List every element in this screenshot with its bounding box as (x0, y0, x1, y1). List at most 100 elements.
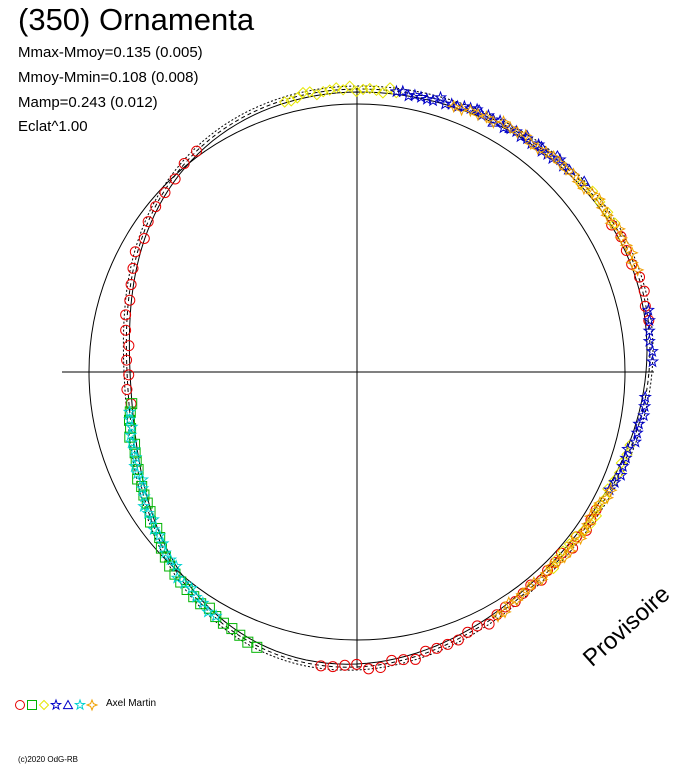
circle-marker (483, 618, 495, 630)
legend-observer: Axel Martin (106, 698, 157, 709)
star-marker (438, 97, 452, 110)
star-diamond-marker (600, 490, 615, 505)
circle-marker (567, 542, 579, 554)
square-marker (203, 602, 215, 614)
star-marker (156, 536, 170, 550)
star-marker (628, 434, 643, 448)
star-marker (137, 499, 151, 513)
star-diamond-marker (486, 115, 501, 129)
star-diamond-marker (454, 102, 469, 117)
star-diamond-marker (585, 186, 599, 201)
star-diamond-marker (479, 110, 494, 124)
star-diamond-marker (573, 531, 588, 546)
star-marker (130, 466, 144, 480)
star-diamond-marker (603, 483, 618, 498)
circle-marker (409, 653, 421, 665)
square-marker (154, 532, 166, 544)
star-diamond-marker (523, 136, 538, 151)
star-marker (630, 425, 644, 439)
star-diamond-marker (515, 586, 529, 601)
triangle-marker (62, 699, 74, 710)
star-diamond-marker (539, 565, 554, 580)
star-marker (177, 576, 191, 590)
star-diamond-marker (625, 245, 639, 260)
reference-circle (88, 103, 626, 641)
diamond-marker (370, 84, 383, 97)
star-marker (642, 323, 656, 337)
star-marker (642, 334, 656, 347)
diamond-marker (323, 84, 336, 96)
circle-marker (442, 638, 454, 650)
star-marker (196, 596, 210, 609)
diamond-marker (337, 84, 349, 96)
circle-marker (138, 232, 150, 244)
square-marker (141, 497, 153, 509)
circle-marker (638, 285, 650, 297)
star-marker (124, 428, 138, 441)
circle-marker (129, 246, 141, 258)
chart-title: (350) Ornamenta (18, 2, 255, 37)
star-diamond-marker (501, 595, 516, 610)
star-diamond-marker (503, 120, 517, 135)
star-marker (158, 545, 172, 559)
circle-marker (386, 654, 398, 666)
star-diamond-marker (593, 496, 607, 510)
star-diamond-marker (630, 263, 645, 277)
star-marker (137, 489, 151, 503)
star-marker (125, 419, 139, 433)
star-diamond-marker (600, 208, 614, 223)
data-points (120, 80, 660, 675)
circle-marker (150, 201, 162, 213)
square-marker (234, 629, 246, 641)
star-marker (49, 698, 63, 711)
circle-marker (125, 278, 137, 290)
diamond-marker (613, 466, 626, 479)
circle-marker (142, 216, 154, 228)
star-diamond-marker (527, 575, 541, 590)
diamond-marker (357, 83, 369, 96)
star-marker (73, 698, 87, 711)
circle-marker (127, 262, 139, 274)
star-marker (163, 552, 178, 566)
star-marker (637, 408, 651, 422)
star-marker (189, 590, 203, 603)
circle-marker (123, 369, 135, 381)
star-diamond-marker (539, 145, 553, 160)
diamond-marker (557, 545, 569, 557)
stat-eclat: Eclat^1.00 (18, 118, 88, 135)
star-diamond-marker (491, 609, 505, 623)
diamond-marker (364, 82, 376, 95)
square-marker (126, 398, 138, 410)
circle-marker (178, 158, 190, 170)
star-diamond-marker (553, 155, 567, 170)
star-diamond-marker (583, 509, 598, 524)
circle-marker (15, 700, 25, 710)
star-diamond-marker (446, 99, 461, 114)
star-marker (614, 468, 628, 481)
circle-marker (620, 244, 632, 256)
circle-marker (120, 309, 132, 321)
star-marker (608, 475, 622, 489)
star-diamond-marker (625, 255, 639, 270)
diamond-marker (303, 86, 316, 98)
circle-marker (363, 663, 375, 675)
star-marker (619, 451, 633, 464)
star-diamond-marker (551, 554, 566, 569)
star-marker (616, 459, 630, 473)
circle-marker (169, 173, 181, 185)
star-diamond-marker (619, 238, 634, 253)
circle-marker (121, 384, 133, 396)
circle-marker (351, 658, 363, 670)
triangle-marker (551, 149, 564, 161)
star-marker (401, 88, 416, 102)
star-marker (645, 354, 660, 368)
star-marker (128, 459, 142, 472)
star-diamond-marker (544, 559, 558, 573)
star-diamond-marker (589, 503, 603, 517)
star-diamond-marker (612, 222, 627, 236)
star-marker (524, 136, 538, 150)
star-diamond-marker (566, 167, 581, 182)
circle-marker (634, 271, 646, 283)
diamond-marker (285, 95, 297, 107)
